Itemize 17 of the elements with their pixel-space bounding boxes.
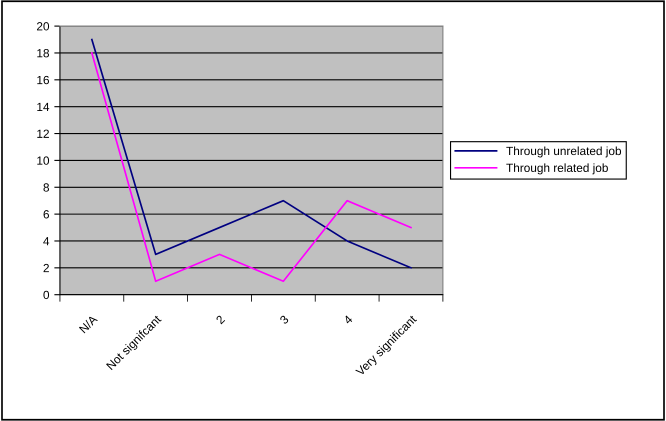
y-tick-label: 12 [37,130,49,138]
x-tick-label: 3 [279,314,290,325]
y-tick-label: 4 [43,237,50,246]
x-tick-label: N/A [78,314,98,334]
x-tick-label: 4 [343,314,353,325]
y-tick-label: 2 [44,264,49,272]
y-tick-label: 18 [37,48,50,58]
y-tick-label: 0 [43,290,50,300]
y-tick-label: 16 [37,76,50,84]
y-tick-label: 8 [43,183,50,192]
legend-label: Through unrelated job [506,146,622,158]
legend-label: Through related job [506,163,608,174]
y-tick-label: 10 [37,156,50,165]
x-tick-label: 2 [216,314,226,324]
y-tick-label: 6 [44,210,50,219]
y-tick-label: 20 [36,22,50,30]
y-tick-label: 14 [37,102,50,111]
